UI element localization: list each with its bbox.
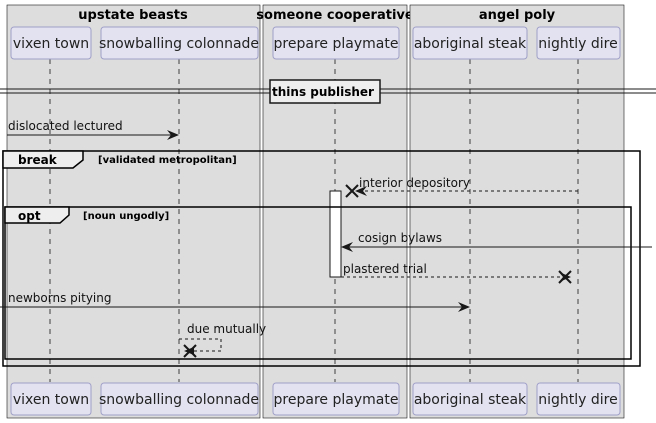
fragment-keyword: break [18, 153, 58, 167]
divider: thins publisher [0, 79, 656, 104]
message-label: newborns pitying [8, 291, 111, 305]
box-angel-poly: angel poly [409, 4, 625, 419]
message-plastered-trial[interactable]: plastered trial [341, 262, 572, 284]
participant-aboriginal-steak-bottom[interactable]: aboriginal steak [412, 382, 528, 416]
activation-bar [329, 190, 342, 278]
fragment-keyword: opt [18, 209, 41, 223]
message-label: dislocated lectured [8, 119, 123, 133]
box-title: upstate beasts [78, 8, 188, 23]
participant-snowballing-colonnade-bottom[interactable]: snowballing colonnade [99, 382, 259, 416]
destroy-icon [183, 344, 197, 358]
box-title: angel poly [479, 8, 556, 23]
message-label: due mutually [187, 322, 266, 336]
participant-label: snowballing colonnade [99, 36, 259, 52]
participant-label: prepare playmate [274, 36, 399, 52]
participant-label: aboriginal steak [414, 392, 527, 408]
participant-label: nightly dire [538, 392, 617, 408]
message-interior-depository[interactable]: interior depository [345, 176, 578, 198]
message-label: cosign bylaws [358, 231, 442, 245]
participant-prepare-playmate-top[interactable]: prepare playmate [272, 26, 400, 60]
participant-aboriginal-steak-top[interactable]: aboriginal steak [412, 26, 528, 60]
participant-prepare-playmate-bottom[interactable]: prepare playmate [272, 382, 400, 416]
participant-nightly-dire-top[interactable]: nightly dire [536, 26, 621, 60]
destroy-icon [558, 270, 572, 284]
participant-vixen-town-bottom[interactable]: vixen town [10, 382, 92, 416]
participant-vixen-town-top[interactable]: vixen town [10, 26, 92, 60]
participant-label: vixen town [13, 392, 89, 408]
participant-snowballing-colonnade-top[interactable]: snowballing colonnade [99, 26, 259, 60]
fragment-condition: [noun ungodly] [83, 211, 169, 222]
message-cosign-bylaws[interactable]: cosign bylaws [341, 231, 652, 252]
participant-label: aboriginal steak [414, 36, 527, 52]
participant-label: prepare playmate [274, 392, 399, 408]
participant-label: snowballing colonnade [99, 392, 259, 408]
message-due-mutually[interactable]: due mutually [179, 322, 266, 358]
fragment-condition: [validated metropolitan] [98, 155, 237, 166]
participant-label: nightly dire [538, 36, 617, 52]
divider-label: thins publisher [272, 85, 374, 99]
destroy-icon [345, 184, 359, 198]
message-label: interior depository [359, 176, 470, 190]
participant-nightly-dire-bottom[interactable]: nightly dire [536, 382, 621, 416]
fragment-opt: opt [noun ungodly] [4, 206, 632, 360]
message-label: plastered trial [343, 262, 427, 276]
participant-label: vixen town [13, 36, 89, 52]
message-dislocated-lectured[interactable]: dislocated lectured [7, 119, 179, 140]
box-title: someone cooperative [256, 8, 414, 23]
fragment-break: break [validated metropolitan] [2, 150, 641, 367]
message-newborns-pitying[interactable]: newborns pitying [0, 291, 470, 312]
